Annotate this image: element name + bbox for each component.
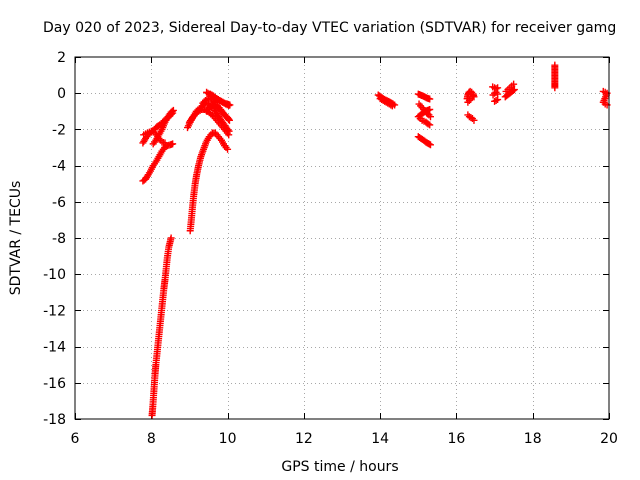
data-point	[169, 106, 177, 114]
y-tick-label: -16	[43, 376, 66, 392]
y-tick-label: -14	[43, 340, 66, 356]
data-point	[225, 115, 233, 123]
data-point	[426, 113, 434, 121]
grid	[75, 57, 609, 419]
data-point	[168, 107, 176, 115]
data-point	[426, 121, 434, 129]
x-tick-label: 8	[147, 431, 156, 447]
data-point	[208, 111, 216, 119]
x-tick-label: 18	[524, 431, 542, 447]
data-point	[468, 93, 476, 101]
data-point	[426, 95, 434, 103]
data-point	[216, 106, 224, 114]
data-point	[426, 105, 434, 113]
data-points	[139, 61, 611, 419]
chart-title: Day 020 of 2023, Sidereal Day-to-day VTE…	[43, 20, 616, 36]
y-tick-label: 0	[57, 86, 66, 102]
data-point	[510, 80, 518, 88]
data-point	[223, 101, 231, 109]
data-point	[491, 89, 499, 97]
y-tick-label: -12	[43, 303, 66, 319]
x-tick-label: 6	[71, 431, 80, 447]
data-point	[426, 141, 434, 149]
data-point	[494, 84, 502, 92]
data-point	[470, 116, 478, 124]
data-point	[388, 102, 396, 110]
data-point	[225, 131, 233, 139]
data-point	[492, 96, 500, 104]
data-point	[510, 86, 518, 94]
x-tick-label: 10	[219, 431, 237, 447]
data-point	[494, 96, 502, 104]
y-tick-label: 2	[57, 50, 66, 66]
y-tick-label: -10	[43, 267, 66, 283]
y-tick-label: -18	[43, 412, 66, 428]
data-point	[225, 116, 233, 124]
data-point	[222, 100, 230, 108]
y-tick-label: -2	[52, 122, 66, 138]
x-tick-label: 12	[295, 431, 313, 447]
plot-frame	[74, 56, 610, 420]
data-point	[424, 120, 432, 128]
data-point	[169, 140, 177, 148]
data-point	[196, 106, 204, 114]
data-point	[167, 234, 175, 242]
data-point	[220, 99, 228, 107]
x-tick-label: 16	[448, 431, 466, 447]
data-point	[551, 84, 559, 92]
data-point	[509, 86, 517, 94]
x-tick-label: 14	[371, 431, 389, 447]
data-point	[161, 139, 169, 147]
data-point	[225, 102, 233, 110]
y-axis-label: SDTVAR / TECUs	[8, 181, 24, 296]
y-tick-label: -4	[52, 159, 66, 175]
data-point	[224, 145, 232, 153]
data-point	[387, 101, 395, 109]
x-tick-label: 20	[600, 431, 618, 447]
y-tick-label: -8	[52, 231, 66, 247]
y-tick-label: -6	[52, 195, 66, 211]
x-axis-label: GPS time / hours	[281, 459, 398, 475]
